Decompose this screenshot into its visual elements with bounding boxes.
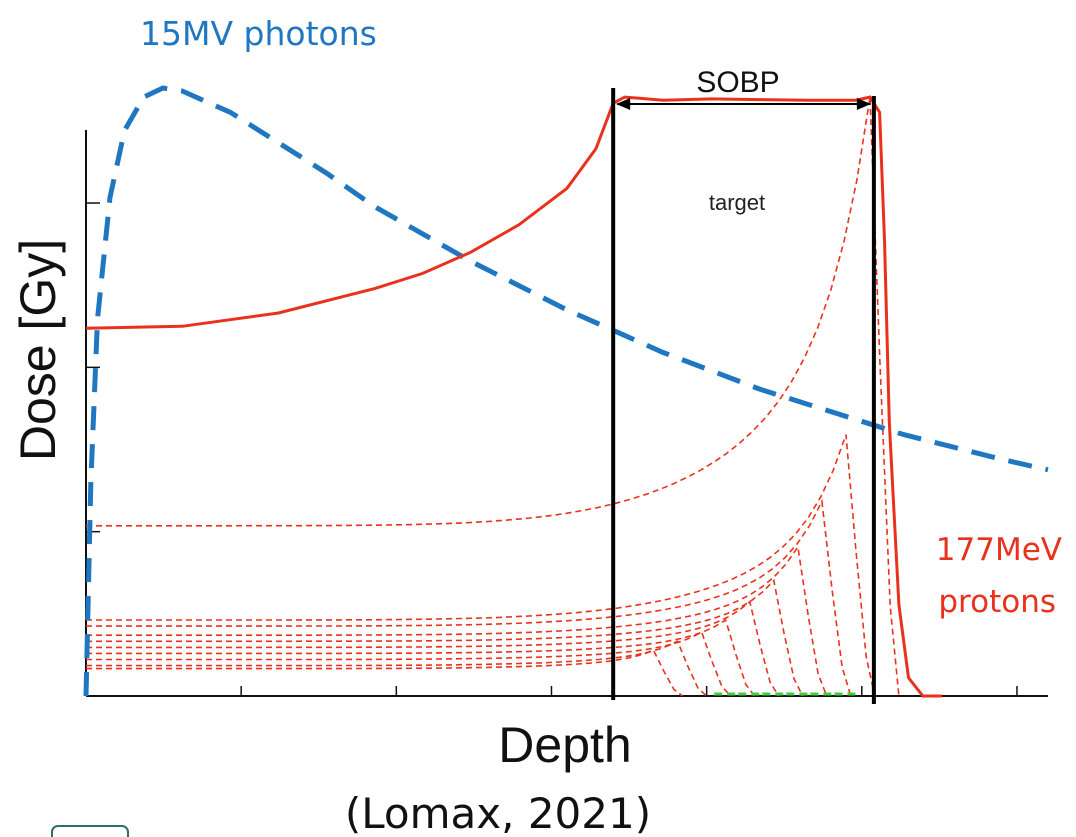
pristine-bragg-peaks: [86, 96, 900, 697]
bragg-peak-curve: [86, 649, 683, 697]
x-axis-label: Depth: [498, 717, 631, 773]
photon-dose-curve: [83, 85, 1049, 697]
bragg-peak-curve: [86, 618, 756, 697]
proton-label-line1: 177MeV: [936, 532, 1062, 568]
sobp-label: SOBP: [696, 66, 779, 99]
proton-label-line2: protons: [938, 584, 1056, 620]
sobp-arrowhead-left: [616, 98, 631, 110]
photon-series-label: 15MV photons: [140, 14, 377, 53]
bragg-peak-curve: [86, 96, 900, 697]
bragg-peak-curve: [86, 434, 876, 697]
bragg-peak-curve: [86, 640, 708, 697]
bragg-peak-curve: [86, 498, 852, 697]
sobp-dose-curve: [85, 95, 943, 698]
sobp-markers: [611, 88, 876, 704]
bragg-peak-curve: [86, 600, 780, 697]
series-lines: [83, 85, 1049, 698]
bragg-peak-curve: [86, 544, 828, 697]
bragg-peak-curve: [86, 631, 732, 697]
bragg-peak-curve: [86, 578, 804, 697]
axes: [85, 130, 1048, 697]
y-axis-label: Dose [Gy]: [10, 239, 66, 461]
corner-control[interactable]: [51, 825, 129, 837]
target-label: target: [709, 190, 765, 215]
citation-caption: (Lomax, 2021): [345, 789, 651, 837]
sobp-arrowhead-right: [856, 98, 871, 110]
